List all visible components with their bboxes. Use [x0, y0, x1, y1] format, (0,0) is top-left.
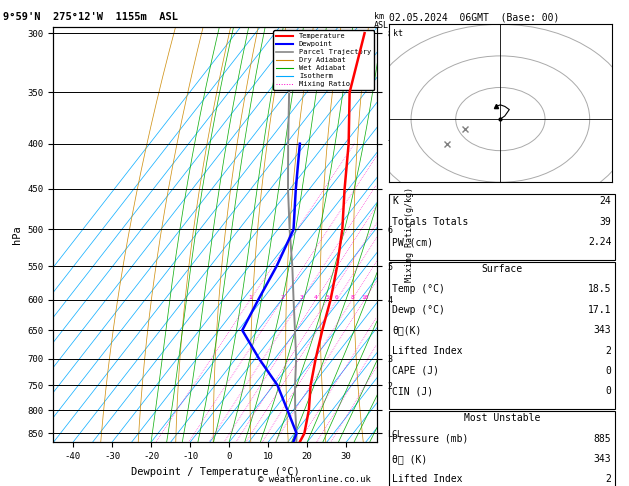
Text: K: K [392, 196, 398, 207]
Text: kt: kt [393, 29, 403, 38]
Text: 343: 343 [594, 325, 611, 335]
Text: 2: 2 [606, 474, 611, 485]
Text: θᴄ(K): θᴄ(K) [392, 325, 422, 335]
Text: 17.1: 17.1 [588, 305, 611, 315]
Legend: Temperature, Dewpoint, Parcel Trajectory, Dry Adiabat, Wet Adiabat, Isotherm, Mi: Temperature, Dewpoint, Parcel Trajectory… [273, 30, 374, 90]
Text: 39: 39 [599, 217, 611, 227]
Text: 02.05.2024  06GMT  (Base: 00): 02.05.2024 06GMT (Base: 00) [389, 12, 559, 22]
Text: 1: 1 [248, 295, 252, 299]
Text: 0: 0 [606, 366, 611, 376]
Text: Temp (°C): Temp (°C) [392, 284, 445, 295]
Text: Pressure (mb): Pressure (mb) [392, 434, 469, 444]
Text: PW (cm): PW (cm) [392, 237, 433, 247]
Text: 24: 24 [599, 196, 611, 207]
Text: Dewp (°C): Dewp (°C) [392, 305, 445, 315]
Text: 18.5: 18.5 [588, 284, 611, 295]
Text: 4: 4 [314, 295, 318, 299]
Text: km
ASL: km ASL [374, 12, 389, 30]
Text: Lifted Index: Lifted Index [392, 346, 463, 356]
Text: 2: 2 [280, 295, 284, 299]
Text: CIN (J): CIN (J) [392, 386, 433, 397]
Text: 6: 6 [335, 295, 339, 299]
Text: © weatheronline.co.uk: © weatheronline.co.uk [258, 474, 371, 484]
Text: 5: 5 [326, 295, 329, 299]
Text: 8: 8 [350, 295, 354, 299]
Text: 9°59'N  275°12'W  1155m  ASL: 9°59'N 275°12'W 1155m ASL [3, 12, 178, 22]
Text: 343: 343 [594, 454, 611, 464]
Text: Most Unstable: Most Unstable [464, 413, 540, 423]
Text: 0: 0 [606, 386, 611, 397]
Y-axis label: hPa: hPa [12, 225, 22, 244]
Text: 2: 2 [606, 346, 611, 356]
Text: Surface: Surface [481, 264, 523, 274]
Text: 2.24: 2.24 [588, 237, 611, 247]
Text: Lifted Index: Lifted Index [392, 474, 463, 485]
Text: CAPE (J): CAPE (J) [392, 366, 440, 376]
Text: 885: 885 [594, 434, 611, 444]
Text: 3: 3 [299, 295, 303, 299]
Y-axis label: Mixing Ratio (g/kg): Mixing Ratio (g/kg) [405, 187, 414, 282]
Text: θᴄ (K): θᴄ (K) [392, 454, 428, 464]
Text: 10: 10 [361, 295, 369, 299]
Text: Totals Totals: Totals Totals [392, 217, 469, 227]
X-axis label: Dewpoint / Temperature (°C): Dewpoint / Temperature (°C) [131, 467, 300, 477]
